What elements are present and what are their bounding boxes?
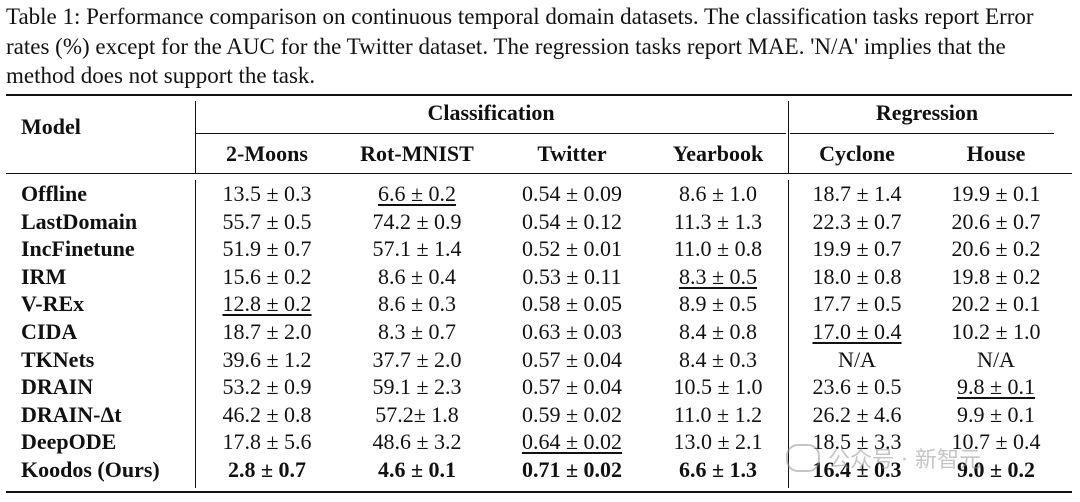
table-cell: 19.9 ± 0.7 xyxy=(812,236,902,262)
bottom-rule xyxy=(6,491,1072,493)
regression-rule xyxy=(790,133,1054,135)
column-header: House xyxy=(966,141,1026,166)
watermark-text: 公众号 · 新智元 xyxy=(828,448,981,473)
table-cell: 39.6 ± 1.2 xyxy=(222,346,312,372)
table-cell: 18.0 ± 0.8 xyxy=(812,263,902,289)
table-cell: 19.9 ± 0.1 xyxy=(951,181,1041,206)
table-cell: 26.2 ± 4.6 xyxy=(812,401,902,427)
table-cell: 8.3 ± 0.5 xyxy=(678,263,758,289)
group-separator-body xyxy=(788,180,790,488)
table-cell: 8.4 ± 0.3 xyxy=(678,346,758,372)
table-cell: 13.0 ± 2.1 xyxy=(673,429,763,455)
table-cell: 18.5 ± 3.3 xyxy=(812,429,902,455)
table-cell: N/A xyxy=(977,346,1015,372)
table-cell: 20.6 ± 0.2 xyxy=(951,236,1041,262)
table-cell: 15.6 ± 0.2 xyxy=(222,263,312,289)
row-model-name: DRAIN xyxy=(21,374,94,400)
table-cell: 0.52 ± 0.01 xyxy=(521,236,623,262)
table-cell: 20.2 ± 0.1 xyxy=(951,291,1041,317)
table-cell: 0.54 ± 0.12 xyxy=(521,208,623,234)
table-cell: 8.3 ± 0.7 xyxy=(377,319,457,344)
table-cell: 55.7 ± 0.5 xyxy=(222,208,312,234)
table-cell: 59.1 ± 2.3 xyxy=(372,374,462,400)
table-cell: 6.6 ± 0.2 xyxy=(377,181,457,206)
table-cell: 0.57 ± 0.04 xyxy=(521,346,623,372)
column-header: Rot-MNIST xyxy=(360,141,474,166)
row-model-name: LastDomain xyxy=(21,208,138,234)
classification-rule xyxy=(196,133,786,135)
watermark: 公众号 · 新智元 xyxy=(786,438,1076,478)
table-cell: 16.4 ± 0.3 xyxy=(812,457,902,482)
table-cell: 0.63 ± 0.03 xyxy=(521,319,623,344)
regression-header: Regression xyxy=(875,100,979,125)
row-model-name: TKNets xyxy=(21,346,95,372)
row-model-name: DeepODE xyxy=(21,429,117,455)
table-cell: 20.6 ± 0.7 xyxy=(951,208,1041,234)
table-cell: 9.9 ± 0.1 xyxy=(956,401,1036,427)
row-model-name: Offline xyxy=(21,181,87,206)
table-cell: 11.0 ± 1.2 xyxy=(673,401,763,427)
table-cell: 57.2± 1.8 xyxy=(375,401,459,427)
table-cell: 10.7 ± 0.4 xyxy=(951,429,1041,455)
table-cell: N/A xyxy=(838,346,876,372)
table-cell: 17.0 ± 0.4 xyxy=(812,319,902,344)
group-separator xyxy=(788,101,790,173)
table-cell: 0.58 ± 0.05 xyxy=(521,291,623,317)
row-model-name: Koodos (Ours) xyxy=(21,457,160,482)
table-cell: 8.4 ± 0.8 xyxy=(678,319,758,344)
table-cell: 11.3 ± 1.3 xyxy=(673,208,763,234)
model-column-separator xyxy=(195,101,197,173)
table-cell: 51.9 ± 0.7 xyxy=(222,236,312,262)
table-cell: 23.6 ± 0.5 xyxy=(812,374,902,400)
column-header: Cyclone xyxy=(819,141,895,166)
table-cell: 0.71 ± 0.02 xyxy=(521,457,623,482)
table-cell: 0.64 ± 0.02 xyxy=(521,429,623,455)
table-caption: Table 1: Performance comparison on conti… xyxy=(6,4,1034,88)
table-cell: 57.1 ± 1.4 xyxy=(372,236,462,262)
table-cell: 9.8 ± 0.1 xyxy=(956,374,1036,400)
table-cell: 0.59 ± 0.02 xyxy=(521,401,623,427)
classification-header: Classification xyxy=(427,100,555,125)
table-cell: 0.53 ± 0.11 xyxy=(522,263,622,289)
table-cell: 74.2 ± 0.9 xyxy=(372,208,462,234)
row-model-name: CIDA xyxy=(21,319,78,344)
table-cell: 10.2 ± 1.0 xyxy=(951,319,1041,344)
table-cell: 8.9 ± 0.5 xyxy=(678,291,758,317)
table-cell: 11.0 ± 0.8 xyxy=(673,236,763,262)
row-model-name: IncFinetune xyxy=(21,236,135,262)
row-model-name: DRAIN-Δt xyxy=(21,401,122,427)
column-header: 2-Moons xyxy=(226,141,308,166)
table-cell: 18.7 ± 1.4 xyxy=(812,181,902,206)
table-cell: 8.6 ± 0.4 xyxy=(377,263,457,289)
table-cell: 12.8 ± 0.2 xyxy=(222,291,312,317)
table-cell: 37.7 ± 2.0 xyxy=(372,346,462,372)
table-cell: 17.8 ± 5.6 xyxy=(222,429,312,455)
column-header: Twitter xyxy=(537,141,607,166)
model-header: Model xyxy=(21,114,81,139)
table-cell: 18.7 ± 2.0 xyxy=(222,319,312,344)
table-cell: 8.6 ± 0.3 xyxy=(377,291,457,317)
column-header: Yearbook xyxy=(672,141,764,166)
top-rule xyxy=(6,94,1072,96)
table-cell: 4.6 ± 0.1 xyxy=(377,457,457,482)
table-cell: 0.54 ± 0.09 xyxy=(521,181,623,206)
table-cell: 2.8 ± 0.7 xyxy=(227,457,307,482)
table-cell: 22.3 ± 0.7 xyxy=(812,208,902,234)
row-model-name: IRM xyxy=(21,263,67,289)
header-rule xyxy=(6,173,1072,175)
table-cell: 10.5 ± 1.0 xyxy=(673,374,763,400)
table-cell: 8.6 ± 1.0 xyxy=(678,181,758,206)
wechat-icon xyxy=(786,444,820,472)
table-cell: 53.2 ± 0.9 xyxy=(222,374,312,400)
table-cell: 9.0 ± 0.2 xyxy=(956,457,1036,482)
table-cell: 46.2 ± 0.8 xyxy=(222,401,312,427)
table-cell: 13.5 ± 0.3 xyxy=(222,181,312,206)
model-column-separator-body xyxy=(195,180,197,488)
table-cell: 0.57 ± 0.04 xyxy=(521,374,623,400)
table-cell: 19.8 ± 0.2 xyxy=(951,263,1041,289)
table-cell: 17.7 ± 0.5 xyxy=(812,291,902,317)
table-cell: 6.6 ± 1.3 xyxy=(678,457,758,482)
row-model-name: V-REx xyxy=(21,291,85,317)
table-cell: 48.6 ± 3.2 xyxy=(372,429,462,455)
